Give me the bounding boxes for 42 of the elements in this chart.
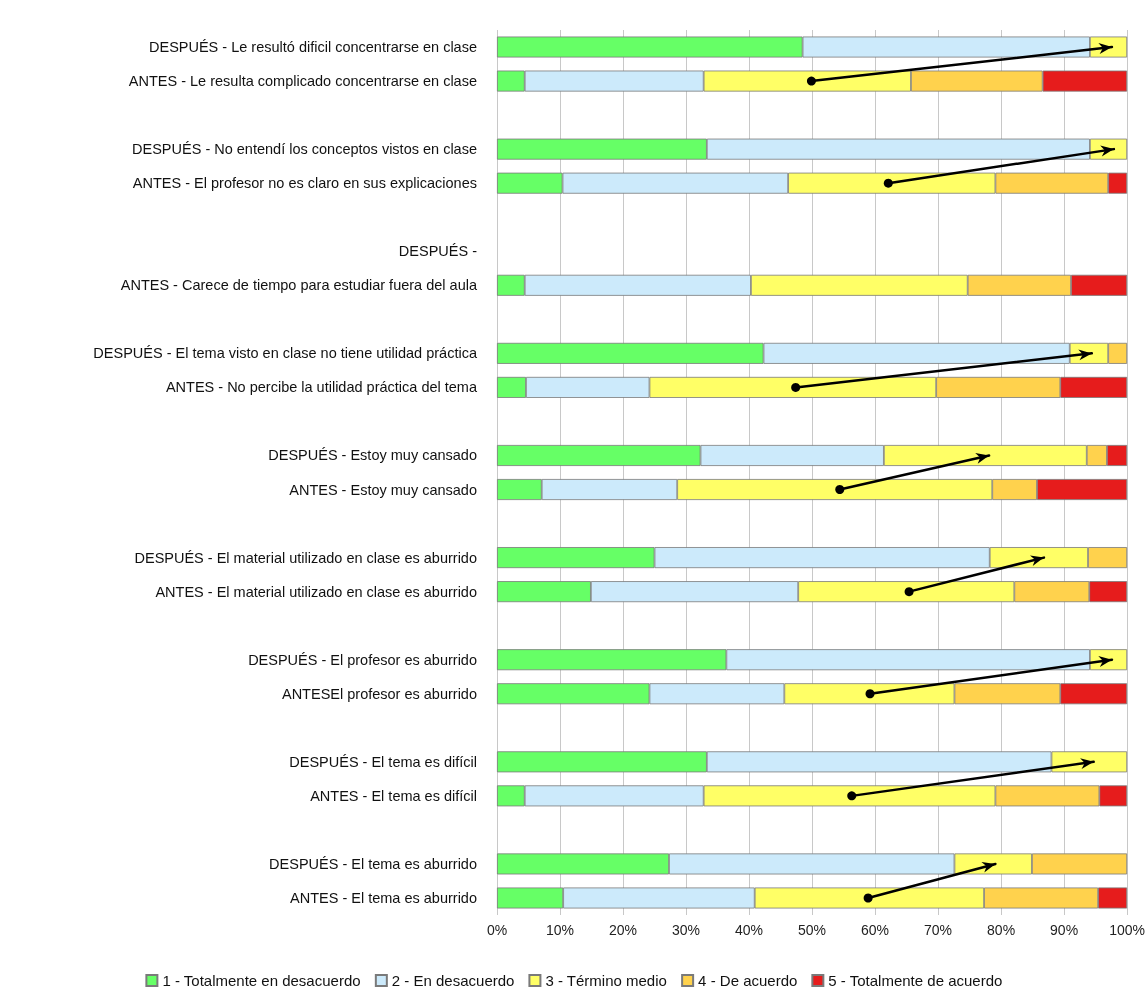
x-tick-label: 80% — [987, 922, 1016, 938]
x-tick-label: 20% — [609, 922, 638, 938]
x-tick-label: 40% — [735, 922, 764, 938]
legend-label: 5 - Totalmente de acuerdo — [828, 972, 1003, 989]
legend-label: 4 - De acuerdo — [698, 972, 798, 989]
x-tick-label: 60% — [861, 922, 890, 938]
y-tick-label: ANTES - Carece de tiempo para estudiar fuera del aula — [120, 277, 478, 294]
y-tick-label: ANTES - Le resulta complicado concentrarse en clase — [128, 73, 477, 90]
legend-label: 2 - En desacuerdo — [391, 972, 515, 989]
y-tick-label: DESPUÉS - Estoy muy cansado — [268, 447, 477, 464]
y-tick-label: ANTES - El tema es aburrido — [290, 889, 477, 906]
point — [883, 178, 893, 188]
point — [863, 893, 873, 903]
y-tick-label: ANTES - No percibe la utilidad práctica del tema — [165, 379, 478, 396]
y-tick-label: DESPUÉS - El tema es aburrido — [269, 855, 477, 872]
y-tick-label: ANTES - El material utilizado en clase es aburrido — [155, 583, 477, 600]
point — [904, 587, 914, 597]
x-tick-label: 30% — [672, 922, 701, 938]
x-tick-label: 0% — [486, 922, 508, 938]
y-tick-label: DESPUÉS - El profesor es aburrido — [248, 651, 477, 668]
x-tick-label: 100% — [1109, 922, 1145, 938]
x-tick-label: 70% — [924, 922, 953, 938]
legend-label: 1 - Totalmente en desacuerdo — [162, 972, 361, 989]
y-tick-label: DESPUÉS - No entendí los conceptos vistos en clase — [132, 141, 477, 158]
y-tick-label: ANTES - El profesor no es claro en sus explicaciones — [132, 175, 477, 192]
point — [865, 689, 875, 699]
point — [806, 76, 816, 86]
y-tick-label: ANTES - El tema es difícil — [310, 787, 477, 804]
y-tick-label: ANTES - Estoy muy cansado — [289, 481, 477, 498]
legend-label: 3 - Término medio — [545, 972, 667, 989]
x-tick-label: 90% — [1050, 922, 1079, 938]
y-tick-label: DESPUÉS - — [398, 243, 478, 260]
y-tick-label: DESPUÉS - El tema es difícil — [289, 753, 477, 770]
x-tick-label: 10% — [545, 922, 575, 938]
point — [835, 485, 845, 495]
point — [791, 382, 801, 392]
y-tick-label: DESPUÉS - Le resultó dificil concentrarse en clase — [148, 39, 477, 56]
point — [847, 791, 857, 801]
y-tick-label: ANTESEl profesor es aburrido — [281, 685, 477, 702]
x-tick-label: 50% — [798, 922, 827, 938]
y-tick-label: DESPUÉS - El material utilizado en clase es aburrido — [134, 549, 477, 566]
y-tick-label: DESPUÉS - El tema visto en clase no tiene utilidad práctica — [93, 345, 478, 362]
